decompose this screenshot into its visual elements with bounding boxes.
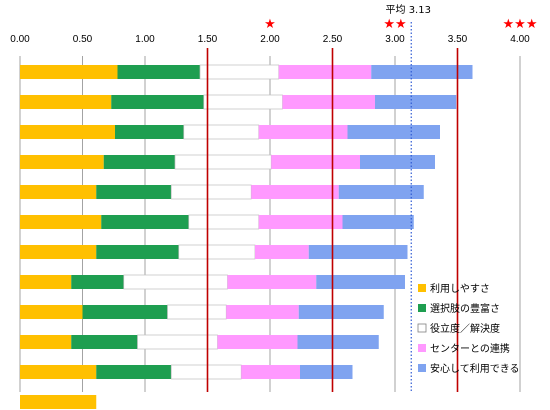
bar-row <box>20 274 405 290</box>
bar-segment <box>20 245 97 259</box>
legend-swatch <box>418 364 426 372</box>
x-tick-label: 0.00 <box>10 34 30 45</box>
bar-row <box>20 154 435 170</box>
bar-segment <box>115 125 184 139</box>
bar-segment <box>251 185 339 199</box>
bar-segment <box>20 65 118 79</box>
rating-stars-label: ★★★ <box>503 17 538 32</box>
x-tick-label: 2.50 <box>323 34 343 45</box>
x-tick-label: 0.50 <box>73 34 93 45</box>
legend-swatch <box>417 323 427 333</box>
bar-segment <box>103 155 175 169</box>
bar-row <box>20 395 97 409</box>
bar-segment <box>20 395 97 409</box>
bar-segment <box>178 244 256 260</box>
legend-swatch <box>418 284 426 292</box>
bar-row <box>20 364 353 380</box>
legend-swatch <box>418 304 426 312</box>
x-axis-ticks: 0.00 0.50 1.00 1.50 2.00 2.50 3.00 3.50 4.00 <box>10 34 530 45</box>
bar-segment <box>96 185 172 199</box>
bar-row <box>20 334 379 350</box>
bar-segment <box>371 65 473 79</box>
bar-segment <box>338 185 424 199</box>
bar-row <box>20 244 408 260</box>
bar-segment <box>258 125 348 139</box>
bar-segment <box>20 185 97 199</box>
bar-segment <box>20 305 83 319</box>
bar-segment <box>300 365 353 379</box>
bar-row <box>20 304 384 320</box>
bar-row <box>20 124 440 140</box>
bar-row <box>20 184 424 200</box>
bar-segment <box>20 95 112 109</box>
bar-segment <box>360 155 435 169</box>
reference-lines: 平均 3.13 <box>206 4 459 392</box>
x-tick-label: 4.00 <box>510 34 530 45</box>
bar-segment <box>217 335 298 349</box>
bar-segment <box>101 215 189 229</box>
bar-segment <box>82 305 168 319</box>
bar-segment <box>342 215 414 229</box>
legend-label: センターとの連携 <box>430 342 510 355</box>
bar-segment <box>375 95 457 109</box>
bar-segment <box>20 125 115 139</box>
bar-row <box>20 214 414 230</box>
bar-segment <box>167 304 227 320</box>
bar-segment <box>316 275 405 289</box>
average-label: 平均 3.13 <box>386 4 431 16</box>
bar-segment <box>20 275 72 289</box>
legend-swatch <box>418 344 426 352</box>
bar-segment <box>298 305 384 319</box>
bar-segment <box>227 275 317 289</box>
bar-segment <box>20 365 97 379</box>
x-tick-label: 2.00 <box>260 34 280 45</box>
bar-segment <box>96 245 179 259</box>
bar-segment <box>308 245 408 259</box>
x-tick-label: 1.00 <box>135 34 155 45</box>
bar-segment <box>123 274 228 290</box>
bar-segment <box>226 305 299 319</box>
bar-segment <box>271 155 360 169</box>
legend-label: 利用しやすさ <box>430 283 490 295</box>
bar-segment <box>20 215 102 229</box>
bar-segment <box>203 94 283 110</box>
legend-label: 役立度／解決度 <box>430 322 500 335</box>
bar-segment <box>96 365 172 379</box>
bars-layer <box>20 64 473 409</box>
bar-segment <box>71 275 124 289</box>
legend-label: 選択肢の豊富さ <box>430 302 500 315</box>
x-tick-label: 3.00 <box>385 34 405 45</box>
bar-segment <box>278 65 372 79</box>
bar-segment <box>170 364 242 380</box>
x-tick-label: 3.50 <box>448 34 468 45</box>
bar-segment <box>71 335 138 349</box>
bar-segment <box>137 334 218 350</box>
bar-segment <box>241 365 300 379</box>
bar-row <box>20 64 473 80</box>
legend-label: 安心して利用できる <box>430 362 520 375</box>
x-tick-label: 1.50 <box>198 34 218 45</box>
rating-stars-label: ★★ <box>383 17 406 32</box>
bar-segment <box>297 335 379 349</box>
bar-segment <box>170 184 252 200</box>
bar-segment <box>255 245 309 259</box>
rating-stars-label: ★ <box>264 17 276 32</box>
bar-segment <box>20 155 104 169</box>
bar-segment <box>258 215 343 229</box>
bar-segment <box>188 214 260 230</box>
rating-stars: ★ ★★ ★★★ <box>264 17 537 32</box>
bar-segment <box>117 65 200 79</box>
bar-segment <box>20 335 72 349</box>
bar-segment <box>347 125 440 139</box>
bar-segment <box>111 95 204 109</box>
bar-segment <box>174 154 272 170</box>
bar-row <box>20 94 457 110</box>
bar-segment <box>199 64 280 80</box>
bar-segment <box>183 124 260 140</box>
bar-segment <box>282 95 375 109</box>
